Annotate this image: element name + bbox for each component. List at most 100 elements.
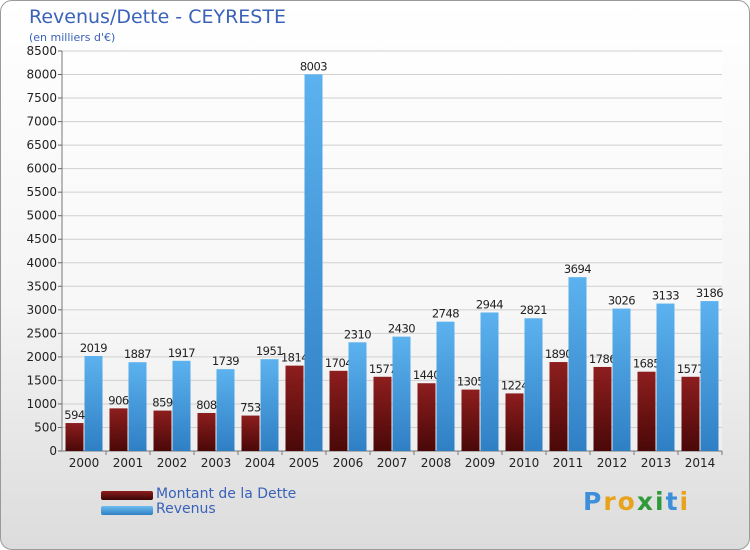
y-tick-label: 0 bbox=[49, 444, 57, 458]
bar-revenus bbox=[348, 342, 367, 451]
y-tick-label: 500 bbox=[34, 420, 57, 434]
data-label-revenus: 3026 bbox=[608, 294, 635, 308]
bar-dette bbox=[153, 410, 172, 451]
x-tick-label: 2004 bbox=[245, 456, 276, 470]
y-tick-label: 4500 bbox=[26, 232, 57, 246]
legend-swatch-dette bbox=[101, 491, 153, 500]
data-label-dette: 808 bbox=[196, 398, 217, 412]
y-tick-label: 4000 bbox=[26, 256, 57, 270]
bar-dette bbox=[109, 408, 128, 451]
data-label-dette: 1685 bbox=[633, 357, 660, 371]
logo-letter: i bbox=[679, 487, 691, 516]
chart-subtitle: (en milliers d'€) bbox=[29, 31, 116, 44]
data-label-dette: 1814 bbox=[281, 351, 308, 365]
data-label-revenus: 2821 bbox=[520, 303, 547, 317]
logo-letter: P bbox=[583, 487, 604, 516]
y-tick-label: 8500 bbox=[26, 44, 57, 58]
bar-revenus bbox=[480, 312, 499, 451]
y-tick-label: 6000 bbox=[26, 162, 57, 176]
bar-dette bbox=[593, 366, 612, 451]
data-label-revenus: 3694 bbox=[564, 262, 591, 276]
data-label-revenus: 3186 bbox=[696, 286, 723, 300]
logo-letter: i bbox=[655, 487, 666, 516]
bar-dette bbox=[505, 393, 524, 451]
x-tick-label: 2009 bbox=[465, 456, 496, 470]
bar-dette bbox=[681, 376, 700, 451]
y-tick-label: 7000 bbox=[26, 115, 57, 129]
bar-revenus bbox=[700, 301, 719, 451]
bar-revenus bbox=[84, 355, 103, 451]
bar-revenus bbox=[524, 318, 543, 451]
bar-dette bbox=[197, 412, 216, 451]
logo-letter: x bbox=[636, 487, 655, 516]
y-tick-label: 3000 bbox=[26, 303, 57, 317]
proxiti-logo: Proxiti bbox=[583, 487, 690, 516]
data-label-revenus: 1951 bbox=[256, 344, 283, 358]
x-tick-label: 2011 bbox=[553, 456, 584, 470]
logo-letter: r bbox=[603, 487, 618, 516]
data-label-revenus: 2944 bbox=[476, 297, 503, 311]
logo-letter: o bbox=[617, 487, 637, 516]
data-label-revenus: 2748 bbox=[432, 307, 459, 321]
data-label-revenus: 3133 bbox=[652, 289, 679, 303]
data-label-dette: 594 bbox=[64, 408, 85, 422]
data-label-revenus: 2430 bbox=[388, 322, 415, 336]
data-label-revenus: 1739 bbox=[212, 354, 239, 368]
bar-dette bbox=[65, 423, 84, 451]
bar-revenus bbox=[128, 362, 147, 451]
data-label-revenus: 2019 bbox=[80, 341, 107, 355]
legend-label-revenus: Revenus bbox=[156, 501, 216, 517]
bar-revenus bbox=[216, 369, 235, 451]
data-label-revenus: 2310 bbox=[344, 327, 371, 341]
x-tick-label: 2014 bbox=[685, 456, 716, 470]
x-tick-label: 2012 bbox=[597, 456, 628, 470]
y-tick-label: 7500 bbox=[26, 91, 57, 105]
y-tick-label: 5500 bbox=[26, 185, 57, 199]
y-tick-label: 8000 bbox=[26, 68, 57, 82]
x-tick-label: 2000 bbox=[69, 456, 100, 470]
data-label-revenus: 8003 bbox=[300, 59, 327, 73]
y-tick-label: 2000 bbox=[26, 350, 57, 364]
bar-dette bbox=[329, 370, 348, 451]
legend-swatch-revenus bbox=[101, 506, 153, 515]
data-label-dette: 753 bbox=[240, 401, 261, 415]
chart-title: Revenus/Dette - CEYRESTE bbox=[29, 6, 286, 28]
y-tick-label: 1500 bbox=[26, 373, 57, 387]
data-label-dette: 1577 bbox=[369, 362, 396, 376]
data-label-dette: 1440 bbox=[413, 368, 440, 382]
data-label-dette: 906 bbox=[108, 393, 129, 407]
legend-label-dette: Montant de la Dette bbox=[156, 486, 297, 502]
data-label-dette: 1224 bbox=[501, 378, 528, 392]
x-tick-label: 2005 bbox=[289, 456, 320, 470]
bar-revenus bbox=[392, 336, 411, 451]
data-label-dette: 1577 bbox=[677, 362, 704, 376]
y-tick-label: 3500 bbox=[26, 279, 57, 293]
plot-area bbox=[62, 51, 722, 451]
bar-revenus bbox=[656, 303, 675, 451]
bar-revenus bbox=[568, 277, 587, 451]
bar-dette bbox=[549, 362, 568, 451]
bar-revenus bbox=[612, 308, 631, 451]
bar-revenus bbox=[260, 359, 279, 451]
y-tick-label: 5000 bbox=[26, 209, 57, 223]
x-tick-label: 2013 bbox=[641, 456, 672, 470]
logo-letter: t bbox=[665, 487, 680, 516]
x-tick-label: 2003 bbox=[201, 456, 232, 470]
bar-dette bbox=[637, 371, 656, 451]
bar-revenus bbox=[172, 360, 191, 451]
x-tick-label: 2010 bbox=[509, 456, 540, 470]
bar-dette bbox=[373, 376, 392, 451]
data-label-dette: 1890 bbox=[545, 347, 572, 361]
bar-dette bbox=[417, 383, 436, 451]
data-label-dette: 1704 bbox=[325, 356, 352, 370]
legend-item-dette: Montant de la Dette bbox=[101, 486, 401, 504]
bar-revenus bbox=[436, 321, 455, 451]
data-label-dette: 1305 bbox=[457, 375, 484, 389]
data-label-revenus: 1887 bbox=[124, 347, 151, 361]
data-label-revenus: 1917 bbox=[168, 346, 195, 360]
bar-revenus bbox=[304, 74, 323, 451]
bar-dette bbox=[461, 389, 480, 451]
legend-item-revenus: Revenus bbox=[101, 501, 401, 519]
